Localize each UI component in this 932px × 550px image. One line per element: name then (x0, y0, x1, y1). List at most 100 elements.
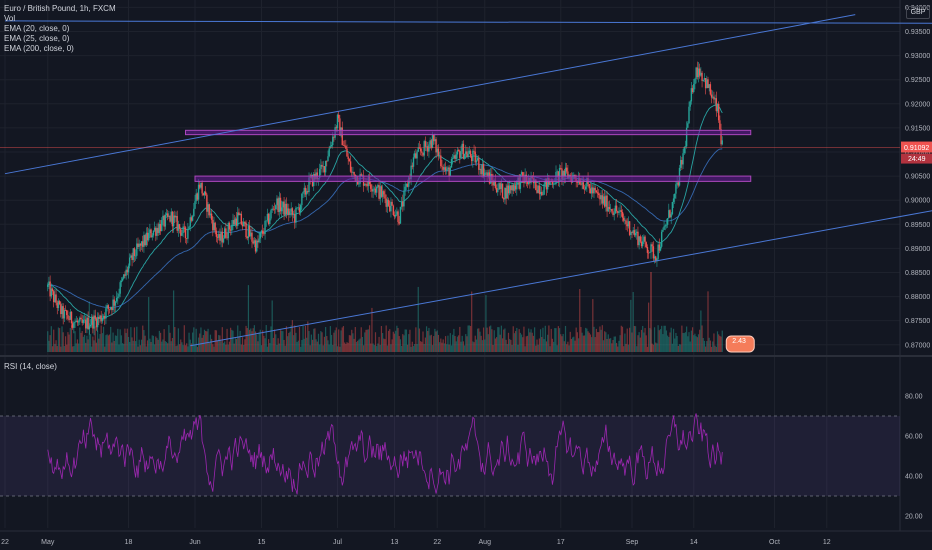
volume-bar (95, 342, 98, 352)
volume-bar (346, 342, 348, 352)
legend-ema-20[interactable]: EMA (20, close, 0) (4, 24, 70, 33)
volume-bar (536, 339, 538, 352)
volume-bar (517, 344, 519, 352)
volume-bar (519, 332, 521, 352)
candle-body (465, 151, 467, 154)
volume-bar (657, 325, 659, 352)
candle-body (318, 169, 321, 178)
volume-bar (613, 336, 615, 352)
volume-bar (608, 338, 611, 352)
candle-body (60, 304, 62, 315)
volume-bar (435, 331, 437, 352)
candle-body (697, 68, 700, 78)
volume-bar (277, 338, 279, 352)
volume-bar (428, 327, 430, 352)
candle-body (297, 207, 300, 208)
volume-bar (320, 331, 322, 352)
volume-bar (697, 334, 700, 352)
candle-body (384, 194, 386, 199)
candle-body (131, 255, 133, 260)
candle-body (128, 257, 131, 266)
candle-body (501, 183, 504, 199)
candle-body (266, 213, 269, 221)
time-tick-label: May (41, 539, 55, 546)
candle-body (386, 199, 389, 207)
volume-bar (92, 336, 94, 352)
price-tick-label: 0.91500 (905, 125, 930, 132)
volume-bar (199, 333, 201, 352)
candle-body (708, 84, 710, 88)
volume-bar (680, 344, 682, 352)
time-tick-label: Jun (189, 539, 200, 546)
volume-bar (212, 344, 214, 352)
volume-bar (93, 340, 95, 352)
volume-bar (675, 332, 677, 352)
candle-body (95, 318, 98, 328)
candle-body (256, 240, 258, 252)
volume-bar (568, 345, 570, 352)
volume-bar (330, 334, 333, 352)
volume-bar (54, 343, 56, 352)
legend-ema-25[interactable]: EMA (25, close, 0) (4, 34, 70, 43)
symbol-title[interactable]: Euro / British Pound, 1h, FXCM (4, 4, 116, 13)
volume-bar (89, 334, 92, 352)
volume-bar (173, 290, 175, 352)
candle-body (518, 177, 520, 189)
candle-body (93, 315, 95, 329)
volume-bar (667, 335, 669, 352)
volume-bar (181, 342, 183, 352)
legend-volume[interactable]: Vol (4, 14, 16, 23)
candle-body (694, 78, 696, 85)
volume-bar (258, 332, 260, 352)
candle-body (216, 236, 219, 238)
volume-bar (377, 343, 379, 352)
volume-bar (190, 343, 193, 352)
candle-body (208, 204, 210, 216)
volume-bar (556, 345, 558, 352)
candle-body (206, 194, 208, 212)
volume-bar (189, 339, 191, 352)
candle-body (228, 222, 231, 230)
volume-bar (367, 329, 369, 352)
candle-body (500, 183, 503, 189)
candle-body (158, 223, 161, 233)
candle-body (232, 220, 234, 225)
volume-bar (192, 332, 194, 352)
volume-bar (246, 328, 248, 352)
candle-body (619, 210, 621, 212)
candle-body (390, 201, 392, 212)
currency-badge[interactable]: GBP (906, 6, 930, 19)
candle-body (289, 211, 291, 215)
volume-bar (607, 334, 609, 352)
volume-bar (378, 336, 380, 352)
candle-body (94, 315, 96, 319)
volume-bar (50, 326, 52, 352)
rsi-label[interactable]: RSI (14, close) (4, 362, 57, 371)
candle-body (77, 321, 80, 323)
volume-bar (87, 339, 89, 352)
volume-bar (112, 332, 114, 352)
candle-body (434, 139, 436, 142)
volume-bar (157, 339, 159, 352)
volume-bar (306, 337, 308, 352)
candle-body (121, 278, 124, 281)
candle-body (282, 201, 284, 208)
legend-ema-200[interactable]: EMA (200, close, 0) (4, 44, 74, 53)
volume-bar (690, 330, 692, 352)
candle-body (475, 160, 478, 163)
candle-body (366, 184, 368, 187)
volume-bar (663, 325, 665, 352)
volume-bar (652, 344, 654, 352)
candle-body (133, 248, 136, 256)
volume-bar (694, 333, 696, 352)
volume-bar (304, 325, 307, 352)
volume-bar (159, 332, 162, 352)
candle-body (372, 189, 374, 192)
volume-bar (247, 285, 250, 352)
candle-body (201, 182, 203, 194)
candle-body (142, 241, 144, 247)
candle-body (389, 205, 391, 212)
candle-body (536, 189, 538, 193)
candle-body (254, 240, 257, 252)
